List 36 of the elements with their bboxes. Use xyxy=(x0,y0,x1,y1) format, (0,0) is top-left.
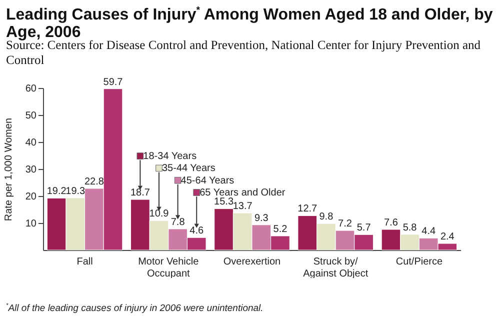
data-label: 7.6 xyxy=(384,217,398,228)
data-label: 13.7 xyxy=(232,201,253,212)
y-tick-label: 40 xyxy=(25,138,37,148)
y-axis-title: Rate per 1,000 Women xyxy=(3,118,14,222)
x-tick-label: Cut/Pierce xyxy=(396,256,443,268)
x-tick-label: Overexertion xyxy=(223,256,281,268)
data-label: 9.8 xyxy=(319,212,334,223)
data-label: 7.2 xyxy=(338,218,352,230)
data-label: 5.2 xyxy=(273,224,288,235)
data-label: 2.4 xyxy=(440,232,455,243)
data-label: 5.8 xyxy=(402,222,418,234)
data-label: 9.3 xyxy=(254,212,269,224)
data-label: 19.3 xyxy=(66,186,86,197)
data-label: 59.7 xyxy=(103,76,124,88)
data-label: 18.7 xyxy=(130,188,150,199)
data-label: 22.8 xyxy=(84,176,104,188)
y-tick-label: 50 xyxy=(25,110,37,122)
data-label: 4.6 xyxy=(190,226,204,237)
y-tick-label: 60 xyxy=(25,84,37,94)
chart-title: Leading Causes of Injury$^{*}$ Among Women Aged 18 and Older, by Age, 2006 xyxy=(6,5,493,42)
text: $^{*}$All of the leading causes of injury in 2006 were unintentional. xyxy=(6,303,264,314)
legend-label: 18-34 Years xyxy=(143,151,197,162)
data-label: 10.9 xyxy=(149,208,170,220)
data-label: 12.7 xyxy=(298,204,318,215)
legend-label: 45-64 Years xyxy=(180,175,234,186)
legend-label: 65 Years and Older xyxy=(200,187,286,198)
data-label: 5.7 xyxy=(356,222,372,234)
x-tick-label: Fall xyxy=(76,256,93,268)
y-tick-label: 10 xyxy=(25,218,37,230)
y-tick-label: 30 xyxy=(25,164,37,176)
legend-label: 35-44 Years xyxy=(162,163,216,174)
data-label: 7.8 xyxy=(170,216,186,228)
data-label: 15.3 xyxy=(214,196,234,208)
data-label: 4.4 xyxy=(422,226,436,238)
data-label: 19.2 xyxy=(46,186,67,198)
y-tick-label: 20 xyxy=(25,192,37,202)
